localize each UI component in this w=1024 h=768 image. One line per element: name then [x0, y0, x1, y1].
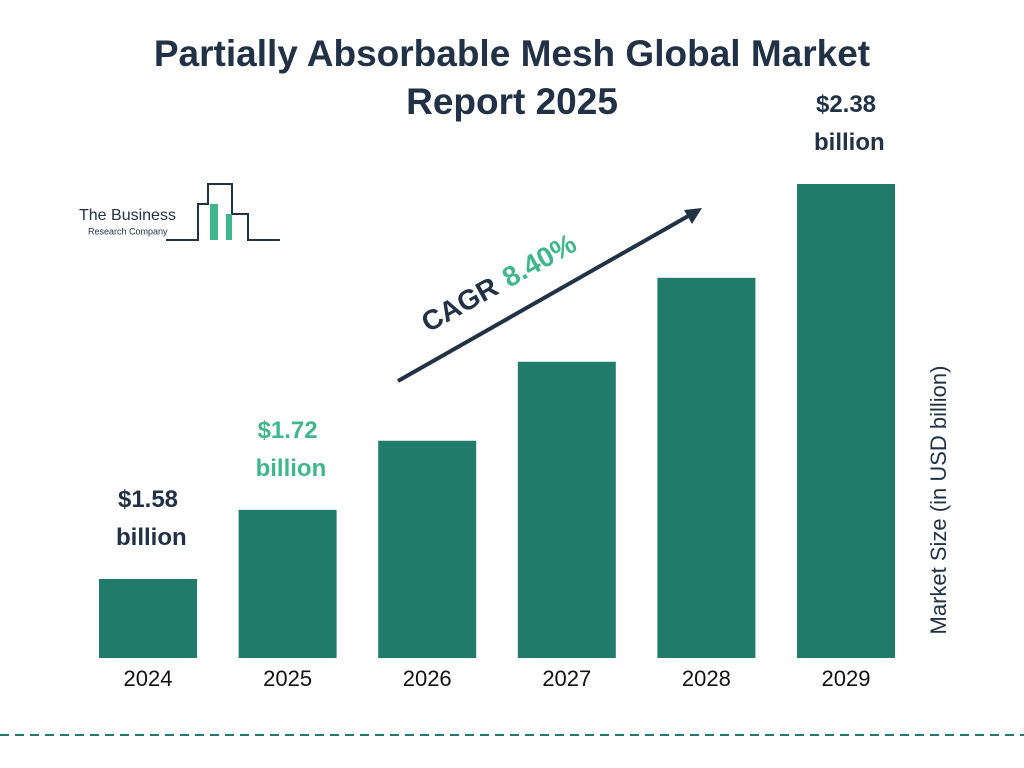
value-label-line: $1.58 [118, 486, 178, 513]
logo-icon [226, 214, 232, 240]
value-label-line: $2.38 [816, 91, 876, 118]
cagr-arrow-head [684, 208, 702, 224]
value-label-line: billion [249, 455, 326, 482]
logo-text: The Business [79, 207, 176, 224]
x-tick-label: 2024 [124, 666, 173, 691]
logo-text: Research Company [88, 226, 168, 236]
bar [238, 509, 337, 658]
value-label: $1.58 billion [109, 486, 186, 551]
logo-icon [210, 204, 218, 240]
value-label-line: $1.72 [258, 417, 318, 444]
bar [797, 184, 895, 658]
x-tick-label: 2026 [403, 666, 452, 691]
x-tick-label: 2028 [682, 666, 731, 691]
value-label-line: billion [109, 524, 186, 551]
cagr-arrow [397, 213, 691, 383]
bar [517, 361, 616, 658]
value-label: $2.38 billion [807, 91, 884, 156]
bar [378, 440, 477, 658]
x-tick-label: 2027 [542, 666, 591, 691]
bar [99, 579, 197, 658]
value-label: $1.72 billion [249, 417, 326, 482]
bar [657, 277, 756, 658]
logo-icon [166, 183, 280, 241]
chart-title: Partially Absorbable Mesh Global Market … [153, 33, 871, 122]
y-axis-label: Market Size (in USD billion) [926, 366, 951, 635]
value-label-line: billion [807, 129, 884, 156]
logo: The Business Research Company [79, 183, 280, 241]
x-tick-label: 2025 [263, 666, 312, 691]
x-tick-label: 2029 [822, 666, 871, 691]
